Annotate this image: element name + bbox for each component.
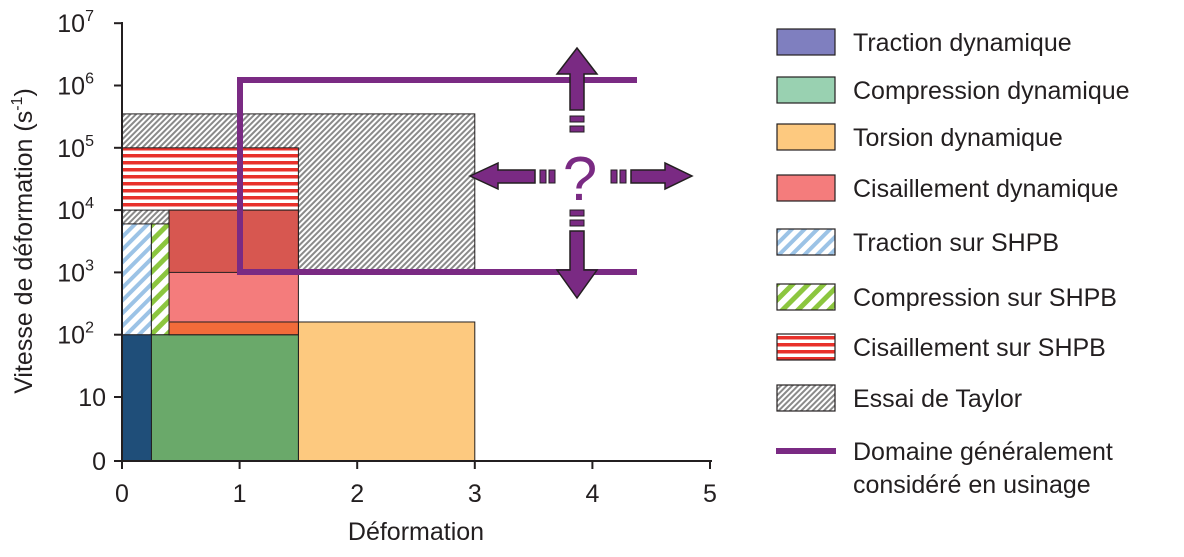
x-tick-label: 1 [233,480,247,508]
x-axis-title: Déformation [348,518,484,546]
legend: Traction dynamique Compression dynamique T… [776,28,1130,499]
y-tick-label: 105 [57,133,94,163]
arrow-right-icon [630,161,694,191]
arrow-up-icon [555,46,599,111]
machining-domain-outline [237,77,637,275]
legend-label: Traction sur SHPB [853,229,1059,257]
arrow-down-dash [569,209,585,217]
y-tick-label: 106 [57,71,94,101]
legend-swatch [776,174,836,202]
legend-swatch [776,28,836,56]
regions-layer [121,113,476,462]
region-traction-dynamique [121,334,152,462]
y-tick-label: 0 [92,448,106,476]
arrow-up-dash [569,125,585,133]
x-tick-label: 4 [585,480,599,508]
region-torsion-dynamique [297,321,476,462]
question-mark-annotation: ? [563,145,597,214]
x-tick-label: 5 [703,480,717,508]
legend-item: Cisaillement dynamique [776,174,1118,203]
legend-label: Compression dynamique [853,77,1130,105]
legend-item: Compression sur SHPB [776,283,1117,312]
arrow-right-dash [619,169,627,184]
x-tick-label: 2 [350,480,364,508]
region-traction-sur-shpb [121,223,152,336]
legend-item: Essai de Taylor [776,384,1022,413]
legend-swatch [776,283,836,311]
region-overlap-torsion-shear [168,321,299,336]
arrow-down-icon [555,230,599,300]
y-tick-label: 102 [57,320,94,350]
legend-label: Essai de Taylor [853,385,1022,413]
y-tick-label: 107 [57,8,94,38]
region-compression-sur-shpb [150,223,170,336]
arrow-down-dash [569,219,585,227]
legend-label: Traction dynamique [853,29,1072,57]
legend-item: Domaine généralement considéré en usinage [776,438,1113,499]
legend-swatch [776,333,836,361]
arrow-left-dash [548,169,556,184]
region-compression-dynamique [150,334,299,462]
legend-swatch [776,123,836,151]
legend-item: Traction dynamique [776,28,1072,57]
x-tick-label: 0 [115,480,129,508]
arrow-right-dash [610,169,618,184]
legend-label: Torsion dynamique [853,124,1063,152]
legend-label: considéré en usinage [853,471,1091,499]
legend-swatch [776,384,836,412]
y-axis-title: Vitesse de déformation (s-1) [9,88,38,394]
legend-label: Cisaillement dynamique [853,175,1118,203]
legend-item: Cisaillement sur SHPB [776,333,1106,362]
arrow-left-icon [468,161,536,191]
legend-label: Cisaillement sur SHPB [853,334,1106,362]
region-overlap-shear [168,209,299,273]
y-tick-label: 103 [57,257,94,287]
legend-label: Domaine généralement [853,438,1113,466]
legend-label: Compression sur SHPB [853,284,1117,312]
arrow-left-dash [539,169,547,184]
y-tick-label: 10 [78,384,106,412]
legend-item: Traction sur SHPB [776,228,1059,257]
machining-domain: ? [237,46,694,300]
region-cisaillement-sur-shpb [121,147,299,211]
legend-swatch [776,76,836,104]
y-tick-label: 104 [57,195,94,225]
legend-item: Compression dynamique [776,76,1130,105]
legend-swatch [776,228,836,256]
legend-item: Torsion dynamique [776,123,1063,152]
x-tick-label: 3 [468,480,482,508]
ticks-layer: 0 1 2 3 4 5 0 10 102 103 104 105 106 107 [57,8,717,508]
arrow-up-dash [569,115,585,123]
